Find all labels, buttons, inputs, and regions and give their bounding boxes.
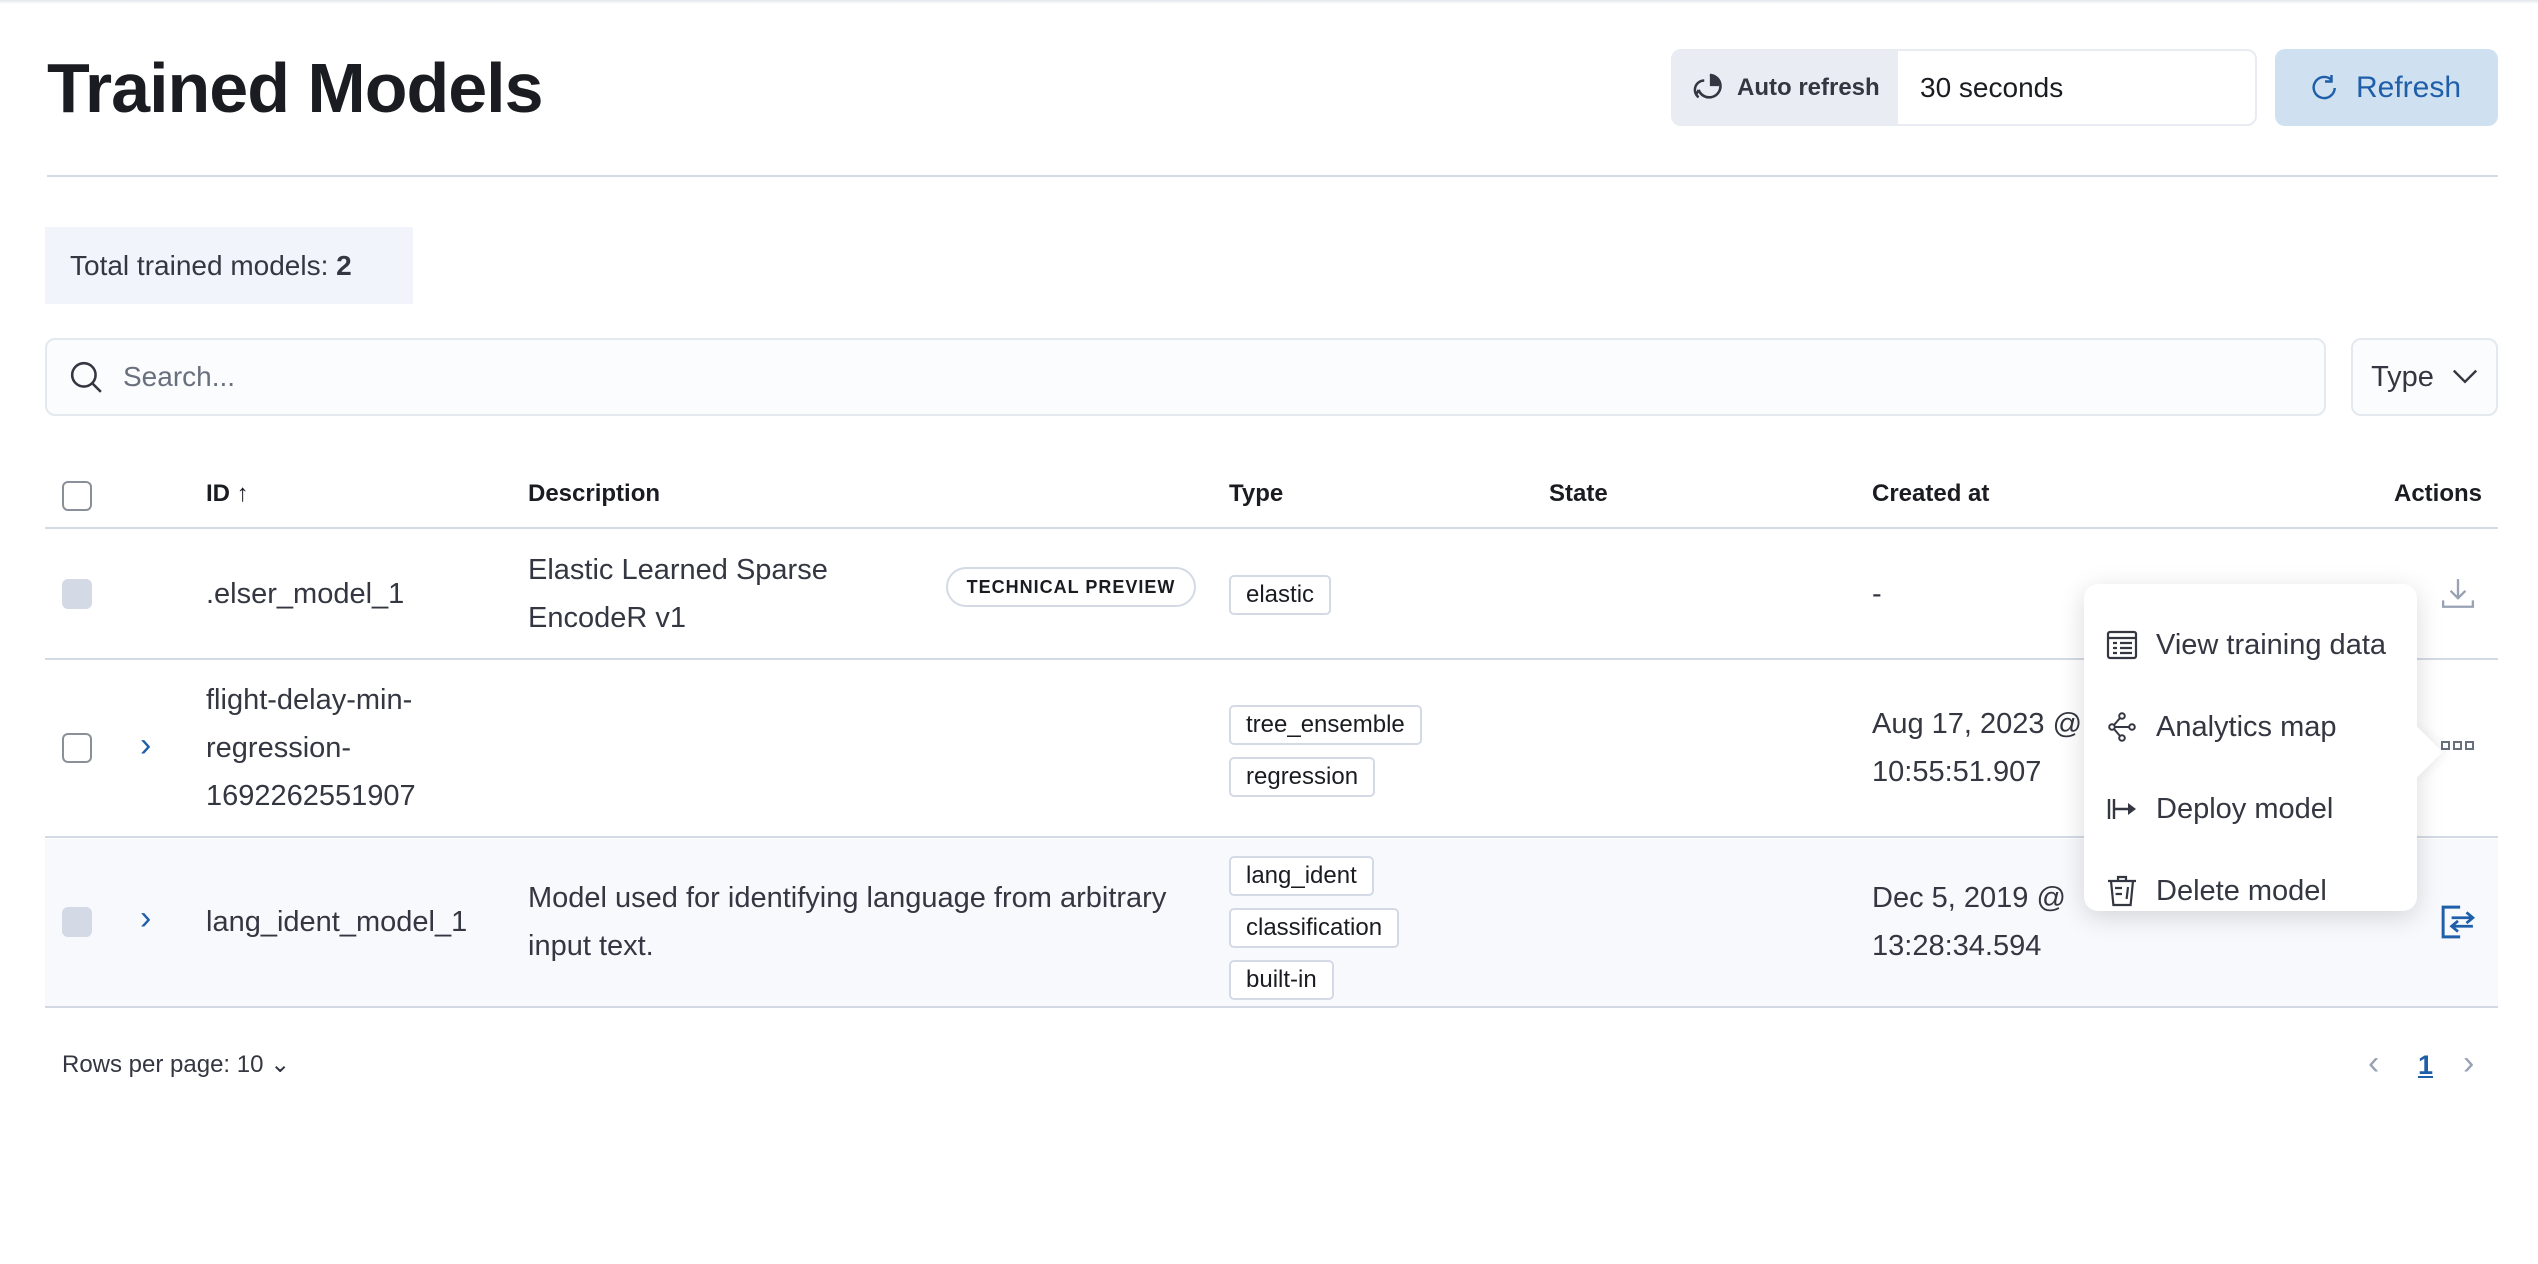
row-checkbox <box>62 907 92 937</box>
select-all-checkbox[interactable] <box>62 481 92 511</box>
table-icon <box>2106 630 2138 660</box>
type-badge: lang_ident <box>1229 856 1374 896</box>
divider <box>47 175 2498 177</box>
menu-item-analytics-map[interactable]: Analytics map <box>2084 686 2417 768</box>
actions-menu: View training data Analytics map Deploy … <box>2084 584 2443 911</box>
chevron-down-icon <box>2452 369 2477 384</box>
column-actions: Actions <box>2393 480 2482 507</box>
refresh-icon <box>2312 74 2336 99</box>
deploy-icon <box>2107 799 2136 819</box>
menu-item-deploy-model[interactable]: Deploy model <box>2084 768 2417 850</box>
auto-refresh-icon <box>1693 73 1722 99</box>
test-model-icon[interactable] <box>2441 905 2475 939</box>
trash-icon <box>2108 875 2136 907</box>
model-id: flight-delay-min-regression- 169226255190… <box>206 684 416 812</box>
column-type: Type <box>1229 480 1284 507</box>
refresh-interval-input[interactable]: 30 seconds <box>1920 71 2064 103</box>
total-models-stat: Total trained models: 2 <box>45 227 413 304</box>
download-icon[interactable] <box>2441 577 2475 611</box>
table-bottom-divider <box>45 1006 2498 1008</box>
model-id: .elser_model_1 <box>206 578 405 610</box>
column-description: Description <box>528 480 661 507</box>
column-created-at: Created at <box>1872 480 1990 507</box>
row-checkbox[interactable] <box>62 733 92 763</box>
menu-item-label: Deploy model <box>2156 792 2334 825</box>
menu-item-view-training-data[interactable]: View training data <box>2084 604 2417 686</box>
previous-page-icon[interactable]: ‹ <box>2368 1044 2380 1082</box>
next-page-icon[interactable]: › <box>2463 1044 2475 1082</box>
page-1-button[interactable]: 1 <box>2418 1050 2434 1080</box>
auto-refresh-label: Auto refresh <box>1737 73 1880 101</box>
refresh-label: Refresh <box>2355 70 2462 104</box>
expand-row-chevron-icon[interactable]: › <box>140 726 152 764</box>
search-icon <box>70 361 102 393</box>
column-state: State <box>1549 480 1608 507</box>
model-description: Model used for identifying language from… <box>528 882 1167 962</box>
menu-item-delete-model[interactable]: Delete model <box>2084 850 2417 932</box>
top-shadow <box>0 0 2538 4</box>
type-badge: classification <box>1229 908 1400 948</box>
column-id[interactable]: ID ↑ <box>206 480 249 507</box>
type-filter-label: Type <box>2371 360 2434 393</box>
model-id: lang_ident_model_1 <box>206 906 468 938</box>
menu-item-label: View training data <box>2156 628 2387 661</box>
row-divider <box>45 658 2498 660</box>
type-badge: regression <box>1229 757 1376 797</box>
sort-ascending-icon: ↑ <box>236 480 249 507</box>
type-badge: elastic <box>1229 575 1332 615</box>
header-divider <box>45 527 2498 529</box>
menu-item-label: Delete model <box>2156 874 2327 907</box>
created-at: Dec 5, 2019 @ 13:28:34.594 <box>1872 882 2066 962</box>
more-icon[interactable] <box>2441 740 2475 752</box>
rows-per-page-button[interactable]: Rows per page: 10 ⌄ <box>62 1051 291 1078</box>
total-count: 2 <box>336 249 352 281</box>
created-at: Aug 17, 2023 @ 10:55:51.907 <box>1872 708 2083 788</box>
type-badge: built-in <box>1229 960 1334 1000</box>
menu-item-label: Analytics map <box>2156 710 2337 743</box>
row-checkbox <box>62 579 92 609</box>
total-label: Total trained models: <box>70 249 329 281</box>
refresh-button[interactable]: Refresh <box>2275 49 2498 126</box>
expand-row-chevron-icon[interactable]: › <box>140 899 152 937</box>
page-title: Trained Models <box>47 49 544 127</box>
type-badge: tree_ensemble <box>1229 705 1422 745</box>
technical-preview-badge: TECHNICAL PREVIEW <box>946 567 1196 607</box>
graph-icon <box>2108 712 2136 742</box>
chevron-down-icon: ⌄ <box>270 1051 291 1078</box>
search-input[interactable]: Search... <box>45 338 2326 416</box>
auto-refresh-toggle[interactable]: Auto refresh <box>1673 51 1898 124</box>
created-at: - <box>1872 578 1882 610</box>
type-filter-button[interactable]: Type <box>2351 338 2498 416</box>
auto-refresh-control[interactable]: Auto refresh 30 seconds <box>1671 49 2257 126</box>
row-divider <box>45 836 2498 838</box>
model-description: Elastic Learned Sparse EncodeR v1 <box>528 554 828 634</box>
search-placeholder: Search... <box>123 361 236 392</box>
